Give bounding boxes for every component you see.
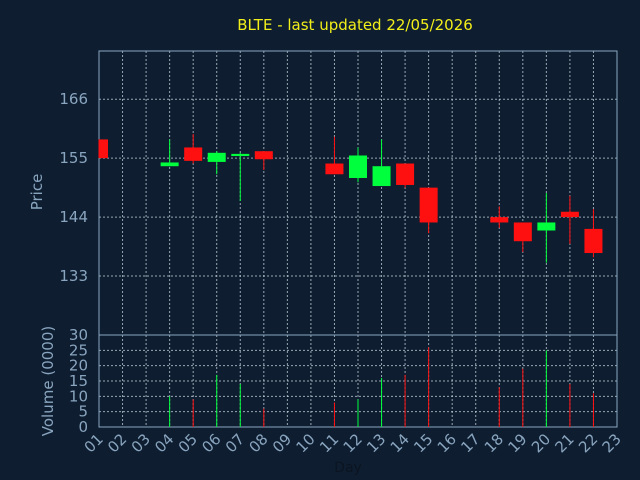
x-tick-label: 04	[151, 430, 177, 456]
x-tick-label: 21	[552, 430, 578, 456]
x-tick-label: 08	[245, 430, 271, 456]
price-tick-label: 155	[59, 149, 88, 167]
x-tick-label: 15	[410, 430, 436, 456]
candle-body	[372, 166, 391, 187]
candle-body	[325, 163, 344, 175]
volume-tick-label: 15	[69, 372, 88, 390]
price-tick-labels: 133 144 155 166	[59, 90, 88, 285]
candle-body	[349, 155, 367, 178]
chart-title: BLTE - last updated 22/05/2026	[237, 16, 473, 34]
x-tick-label: 09	[269, 430, 295, 456]
volume-axis-label: Volume (0000)	[39, 326, 57, 436]
x-tick-label: 10	[293, 430, 319, 456]
volume-tick-label: 5	[78, 403, 88, 421]
x-tick-label: 14	[387, 430, 413, 456]
candle-body	[537, 222, 556, 231]
x-tick-label: 12	[340, 430, 366, 456]
candle-body	[160, 162, 179, 167]
volume-tick-label: 30	[69, 326, 88, 344]
candle-body	[231, 153, 250, 157]
candle-body	[99, 139, 108, 159]
x-tick-label: 05	[175, 430, 201, 456]
x-tick-label: 06	[198, 430, 224, 456]
x-tick-label: 19	[504, 430, 530, 456]
x-tick-labels: 0102030405060708091011121314151617181920…	[81, 430, 625, 456]
candle-body	[560, 211, 579, 218]
x-tick-label: 03	[128, 430, 154, 456]
x-tick-label: 17	[457, 430, 483, 456]
price-axis-label: Price	[28, 174, 46, 211]
candle-body	[254, 151, 273, 160]
x-tick-label: 20	[528, 430, 554, 456]
candle-body	[396, 163, 415, 185]
x-tick-label: 22	[575, 430, 601, 456]
x-axis-label: Day	[334, 460, 362, 476]
x-tick-label: 11	[316, 430, 342, 456]
price-tick-label: 166	[59, 90, 88, 108]
candle-body	[584, 228, 603, 254]
volume-tick-label: 10	[69, 387, 88, 405]
price-tick-label: 133	[59, 267, 88, 285]
x-tick-label: 02	[104, 430, 130, 456]
candle-body	[184, 147, 203, 161]
x-tick-label: 07	[222, 430, 248, 456]
volume-tick-label: 25	[69, 341, 88, 359]
candle-body	[207, 152, 226, 162]
candles	[98, 134, 603, 263]
candle-body	[419, 187, 438, 223]
x-tick-label: 23	[599, 430, 625, 456]
x-tick-label: 18	[481, 430, 507, 456]
price-tick-label: 144	[59, 208, 88, 226]
candle-body	[490, 217, 509, 223]
x-tick-label: 13	[363, 430, 389, 456]
volume-tick-label: 20	[69, 357, 88, 375]
candle-body	[513, 222, 532, 242]
volume-tick-label: 0	[78, 418, 88, 436]
volume-bars	[169, 347, 594, 427]
x-tick-label: 16	[434, 430, 460, 456]
price-grid	[99, 51, 617, 335]
